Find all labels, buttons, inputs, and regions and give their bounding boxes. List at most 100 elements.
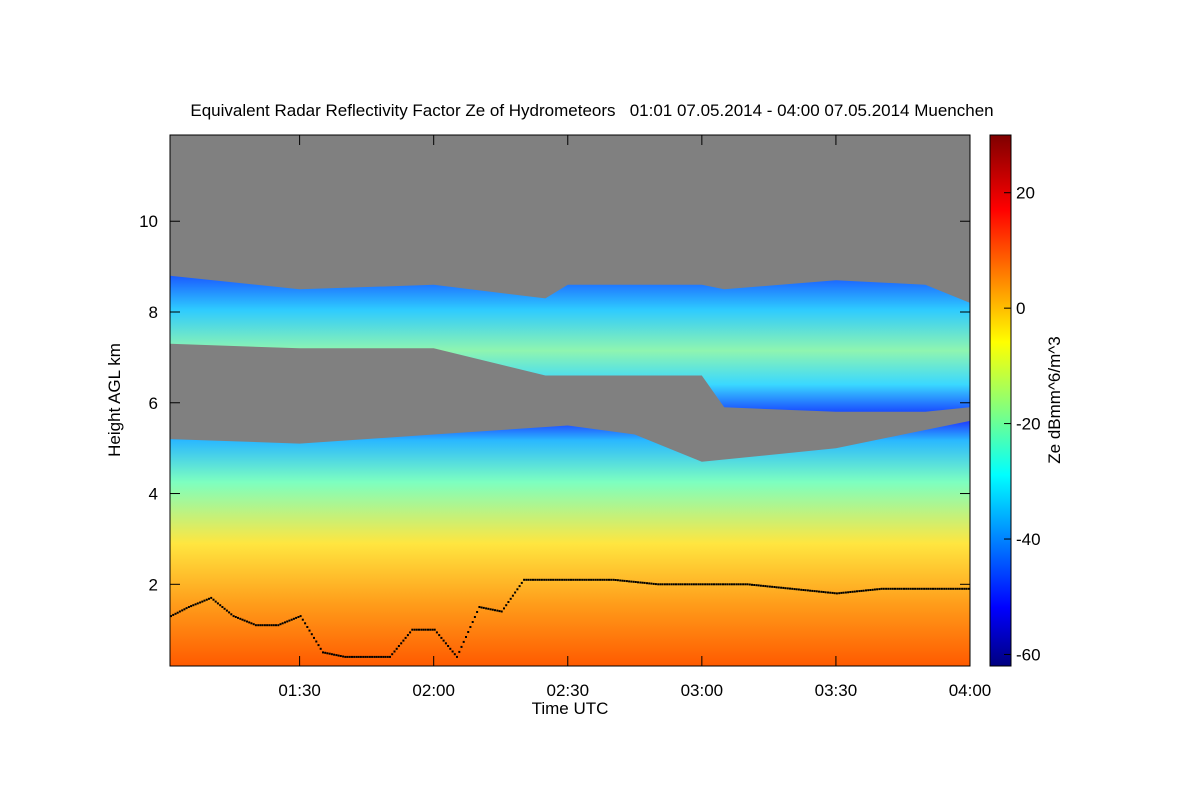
cloud-base-dot [237,616,239,619]
cloud-base-dot [487,607,490,610]
cloud-base-dot [654,583,657,586]
cloud-base-dot [431,628,434,631]
cloud-base-dot [275,624,277,627]
cloud-base-dot [594,578,597,581]
cloud-base-dot [715,583,718,586]
cloud-base-dot [742,583,745,586]
cloud-base-dot [851,590,854,593]
cloud-base-dot [592,578,595,581]
cloud-base-dot [221,606,224,608]
cloud-base-dot [214,600,217,603]
cloud-base-dot [451,650,454,653]
cloud-base-dot [442,639,445,642]
cloud-base-dot [482,606,485,609]
cloud-base-dot [625,580,628,583]
cloud-base-dot [701,583,704,586]
cloud-base-dot [228,611,231,614]
cloud-base-dot [840,591,843,594]
cloud-base-dot [174,612,177,615]
cloud-base-dot [422,628,425,631]
x-tick-label: 04:00 [949,681,992,700]
cloud-base-dot [254,624,257,627]
cloud-base-dot [578,578,581,581]
cloud-base-dot [929,587,932,590]
cloud-base-dot [632,580,635,583]
cloud-base-dot [603,578,606,581]
cloud-base-dot [885,587,888,590]
cloud-base-dot [400,642,403,645]
cloud-base-dot [330,653,333,656]
cloud-base-dot [212,598,215,601]
cloud-base-dot [313,636,315,639]
cloud-base-dot [261,624,264,627]
cloud-base-dot [815,590,818,593]
cloud-base-dot [938,587,941,590]
cloud-base-dot [833,592,836,595]
cloud-base-dot [657,583,660,586]
cloud-base-dot [634,581,637,583]
x-tick-label: 02:00 [412,681,455,700]
cloud-base-dot [301,618,304,621]
cloud-base-dot [205,598,208,601]
cloud-base-dot [650,582,653,585]
cloud-base-dot [911,587,914,590]
cloud-base-dot [534,578,537,581]
cloud-base-dot [887,587,890,590]
cloud-base-dot [762,584,765,587]
cloud-base-dot [949,587,952,590]
cloud-base-dot [565,578,568,581]
cloud-base-dot [954,587,957,590]
cloud-base-dot [545,578,548,581]
cloud-base-dot [234,616,237,618]
cloud-base-dot [643,581,646,584]
cloud-base-dot [688,583,691,586]
cloud-base-dot [178,610,181,613]
cloud-base-dot [299,615,302,618]
cloud-base-dot [690,583,693,586]
cloud-base-dot [862,589,865,592]
cloud-base-dot [786,587,789,590]
cloud-base-dot [697,583,700,586]
cloud-base-dot [259,624,262,627]
cloud-base-dot [806,589,809,592]
cloud-base-dot [889,587,892,590]
cloud-base-dot [918,587,921,590]
cloud-base-dot [751,583,753,586]
cloud-base-dot [270,624,273,627]
cloud-base-dot [523,578,526,581]
cloud-base-dot [266,624,269,627]
cloud-base-dot [820,590,823,593]
cloud-base-dot [726,583,729,586]
y-axis-label: Height AGL km [105,343,124,457]
upper-cloud-layer [170,275,970,412]
cloud-base-dot [599,578,602,581]
cloud-base-dot [619,579,622,582]
cloud-base-dot [290,618,293,621]
cloud-base-dot [547,578,550,581]
cloud-base-dot [663,583,666,586]
cloud-base-dot [382,655,385,658]
cloud-base-dot [322,651,324,654]
cloud-base-dot [905,587,908,590]
cloud-base-dot [704,583,707,586]
cloud-base-dot [447,645,450,647]
cloud-base-dot [777,586,780,589]
cloud-base-dot [342,655,345,658]
cloud-base-dot [478,606,481,608]
cloud-base-dot [947,587,950,590]
cloud-base-dot [511,594,514,597]
cloud-base-dot [248,621,251,624]
cloud-base-dot [722,583,724,586]
cloud-base-dot [377,655,380,658]
cloud-base-dot [505,604,508,607]
cloud-base-dot [713,583,715,586]
cloud-base-dot [500,610,503,613]
cloud-base-dot [538,578,541,581]
cloud-base-dot [641,581,644,584]
colorbar [989,134,1012,667]
cloud-base-dot [789,587,791,590]
cloud-base-dot [925,587,928,590]
cloud-base-dot [842,591,845,594]
cloud-base-dot [496,609,499,612]
